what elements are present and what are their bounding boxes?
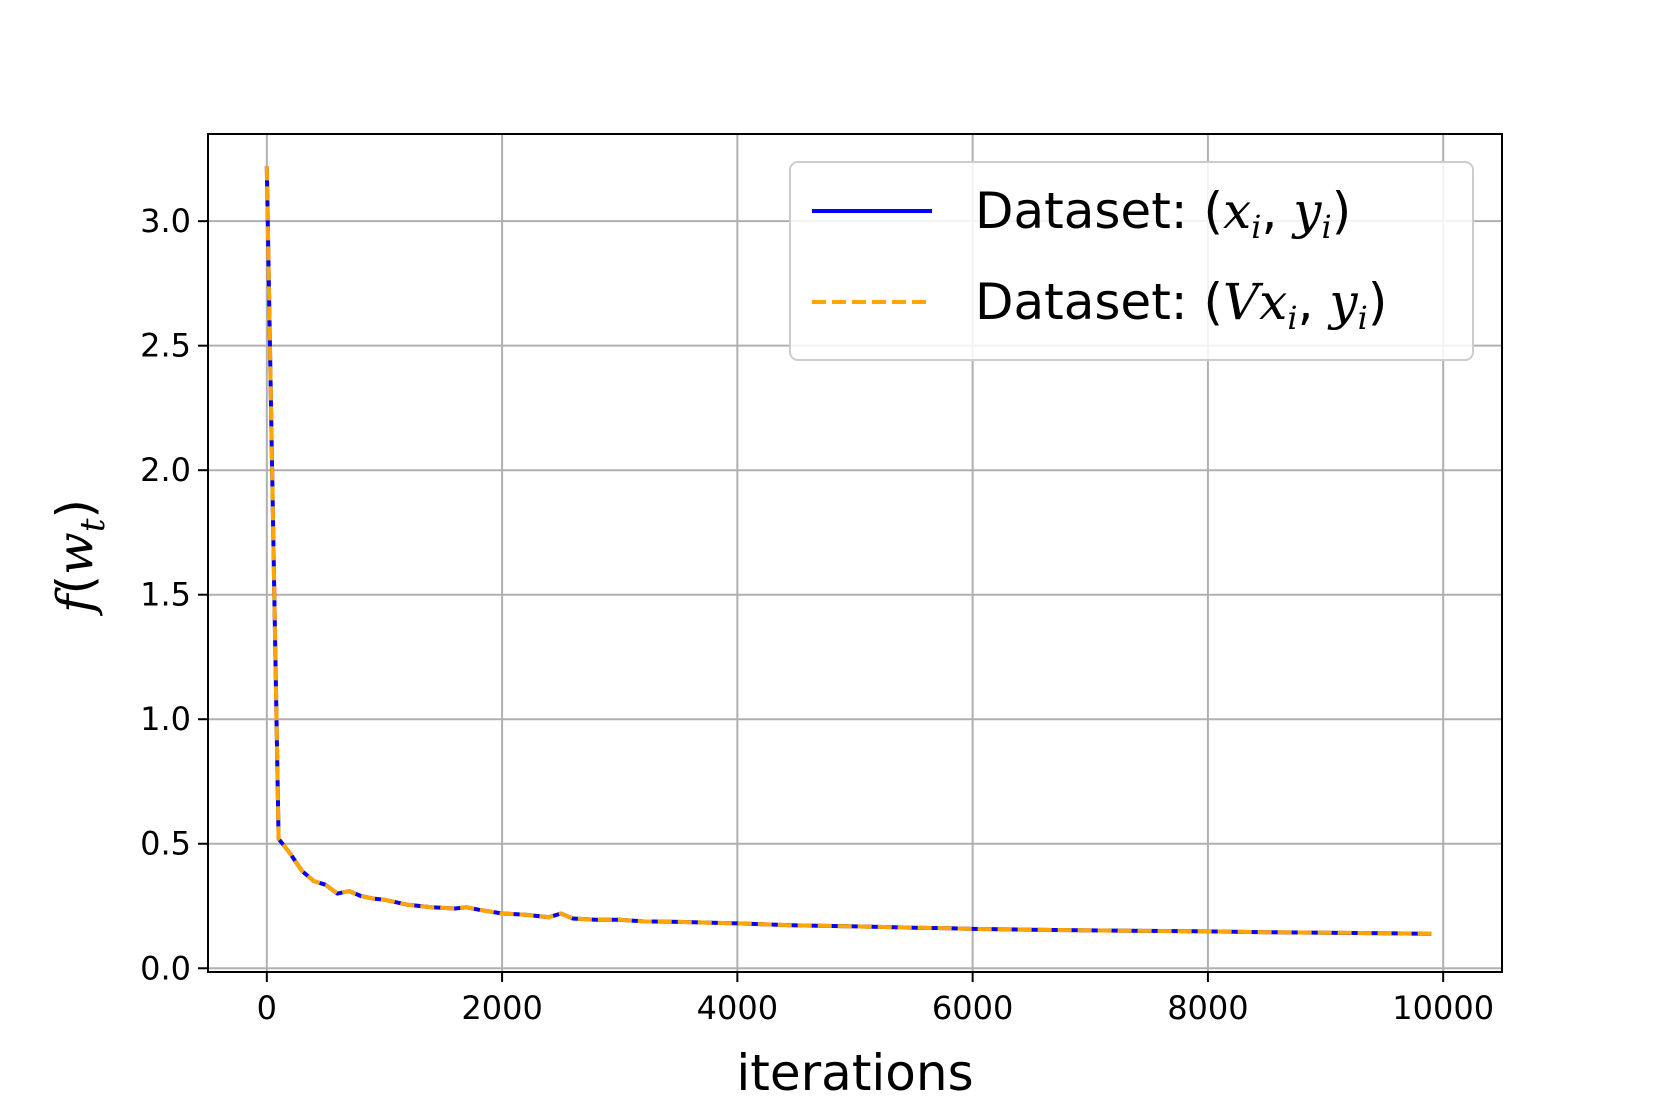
legend-box [789,161,1474,361]
series-line-2 [264,166,1432,936]
series-layer [264,166,1432,936]
x-tick-label: 4000 [697,989,778,1027]
grid [208,134,1502,972]
x-tick-label: 10000 [1392,989,1494,1027]
x-axis-title: iterations [736,1044,973,1102]
y-tick-label: 1.5 [140,576,191,614]
y-tick-label: 3.0 [140,202,191,240]
x-tick-label: 8000 [1167,989,1248,1027]
y-tick-label: 2.0 [140,451,191,489]
y-tick-label: 1.0 [140,700,191,738]
plot-area-frame [207,133,1503,973]
y-tick-label: 0.0 [140,949,191,987]
ticks: 0 2000 4000 6000 8000 10000 0.0 0.5 1.0 1.5 2.0 2.5… [140,202,1494,1027]
y-tick-label: 0.5 [140,825,191,863]
legend-label-series-2: Dataset: (Vxi, yi) [975,273,1387,337]
y-axis-title: f(wt) [46,499,113,617]
x-tick-label: 0 [257,989,277,1027]
x-tick-label: 2000 [461,989,542,1027]
legend-label-series-1: Dataset: (xi, yi) [975,182,1351,246]
x-tick-label: 6000 [932,989,1013,1027]
y-tick-label: 2.5 [140,327,191,365]
legend: Dataset: (xi, yi) Dataset: (Vxi, yi) [789,161,1474,361]
